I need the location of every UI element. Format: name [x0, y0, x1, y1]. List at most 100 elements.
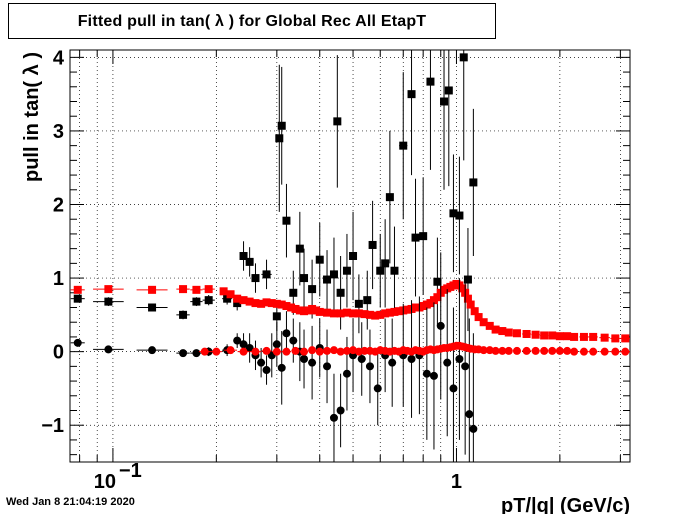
data-point-square-1 — [323, 308, 332, 317]
data-point-square-1 — [148, 285, 157, 294]
data-point-circle-2 — [104, 345, 113, 354]
data-point-square-0 — [455, 211, 464, 220]
data-point-square-0 — [295, 244, 304, 253]
data-point-circle-2 — [192, 349, 201, 358]
data-point-square-1 — [485, 321, 494, 330]
y-tick-label: 2 — [53, 195, 64, 217]
data-point-circle-3 — [531, 346, 540, 355]
data-point-circle-3 — [611, 347, 620, 356]
data-point-square-1 — [291, 304, 300, 313]
data-point-square-0 — [239, 252, 248, 260]
data-point-circle-2 — [233, 336, 242, 345]
data-point-square-1 — [360, 310, 369, 319]
data-point-circle-2 — [373, 384, 382, 393]
data-point-square-0 — [315, 255, 324, 264]
data-point-circle-2 — [455, 355, 464, 363]
data-point-square-1 — [555, 332, 564, 341]
data-point-square-0 — [73, 294, 82, 303]
y-tick-label: 1 — [53, 268, 64, 290]
data-point-square-1 — [233, 294, 242, 303]
data-point-square-0 — [289, 288, 298, 297]
data-point-square-1 — [394, 307, 403, 316]
data-point-square-0 — [204, 296, 213, 305]
data-point-square-0 — [342, 266, 351, 275]
data-point-circle-3 — [485, 346, 494, 355]
data-point-circle-2 — [323, 362, 332, 371]
data-point-square-1 — [621, 334, 630, 343]
data-point-square-0 — [444, 86, 453, 95]
data-point-circle-2 — [272, 340, 281, 349]
data-point-square-1 — [371, 311, 380, 320]
data-point-square-0 — [223, 294, 232, 303]
data-point-square-1 — [282, 302, 291, 311]
data-point-circle-2 — [73, 338, 82, 347]
data-point-square-1 — [287, 303, 296, 312]
data-point-circle-3 — [548, 346, 557, 355]
data-point-square-0 — [349, 252, 358, 260]
data-point-square-1 — [354, 309, 363, 318]
data-point-square-0 — [463, 275, 472, 284]
data-point-square-1 — [479, 318, 488, 327]
data-point-circle-2 — [336, 406, 345, 415]
data-point-circle-2 — [282, 329, 291, 338]
data-point-circle-2 — [277, 363, 286, 372]
y-tick-label: 0 — [53, 342, 64, 364]
data-point-square-1 — [329, 309, 338, 318]
data-point-square-1 — [589, 332, 598, 341]
data-layer — [70, 50, 630, 462]
data-point-square-0 — [233, 299, 242, 308]
data-point-square-0 — [148, 303, 157, 312]
data-point-square-0 — [277, 121, 286, 130]
data-point-circle-3 — [300, 347, 309, 356]
data-point-circle-3 — [589, 347, 598, 356]
data-point-square-1 — [540, 331, 549, 340]
data-point-circle-2 — [289, 336, 298, 345]
y-tick-label: 4 — [53, 47, 65, 69]
data-point-square-1 — [295, 306, 304, 315]
y-tick-label: −1 — [41, 415, 64, 437]
data-point-square-1 — [385, 308, 394, 317]
y-tick-label: 3 — [53, 121, 64, 143]
data-point-square-1 — [531, 330, 540, 339]
data-point-circle-3 — [522, 346, 531, 355]
data-point-circle-2 — [461, 362, 470, 371]
data-point-circle-3 — [504, 346, 513, 355]
data-point-circle-3 — [498, 346, 507, 355]
data-point-square-0 — [336, 288, 345, 297]
data-point-square-1 — [504, 328, 513, 337]
data-point-circle-2 — [407, 355, 416, 363]
data-point-circle-3 — [239, 347, 248, 356]
data-point-circle-2 — [257, 358, 266, 367]
data-point-circle-3 — [621, 347, 630, 356]
data-point-square-1 — [251, 299, 260, 308]
data-point-circle-3 — [282, 347, 291, 356]
data-point-square-1 — [570, 332, 579, 341]
data-point-circle-2 — [422, 369, 431, 378]
data-point-square-1 — [600, 333, 609, 342]
data-point-circle-3 — [251, 347, 260, 356]
data-point-circle-2 — [300, 355, 309, 363]
data-point-square-1 — [433, 293, 442, 302]
data-point-square-1 — [512, 329, 521, 338]
data-point-circle-3 — [226, 346, 235, 355]
data-point-square-1 — [104, 285, 113, 294]
data-point-square-1 — [381, 309, 390, 318]
data-point-square-0 — [390, 266, 399, 275]
data-point-circle-2 — [262, 366, 271, 375]
data-point-square-1 — [336, 309, 345, 318]
data-point-circle-2 — [449, 384, 458, 393]
data-point-square-0 — [245, 257, 254, 266]
data-point-circle-3 — [342, 346, 351, 355]
chart-title: Fitted pull in tan( λ ) for Global Rec A… — [77, 13, 427, 30]
data-point-square-0 — [251, 274, 260, 283]
data-point-square-1 — [498, 327, 507, 336]
data-point-circle-2 — [469, 424, 478, 433]
data-point-square-0 — [179, 310, 188, 319]
data-point-square-0 — [407, 90, 416, 99]
data-point-square-0 — [308, 285, 317, 294]
data-point-circle-3 — [291, 346, 300, 355]
data-point-square-1 — [272, 299, 281, 308]
data-point-square-1 — [267, 299, 276, 308]
data-point-circle-2 — [239, 340, 248, 349]
chart-title-box: Fitted pull in tan( λ ) for Global Rec A… — [8, 3, 496, 39]
